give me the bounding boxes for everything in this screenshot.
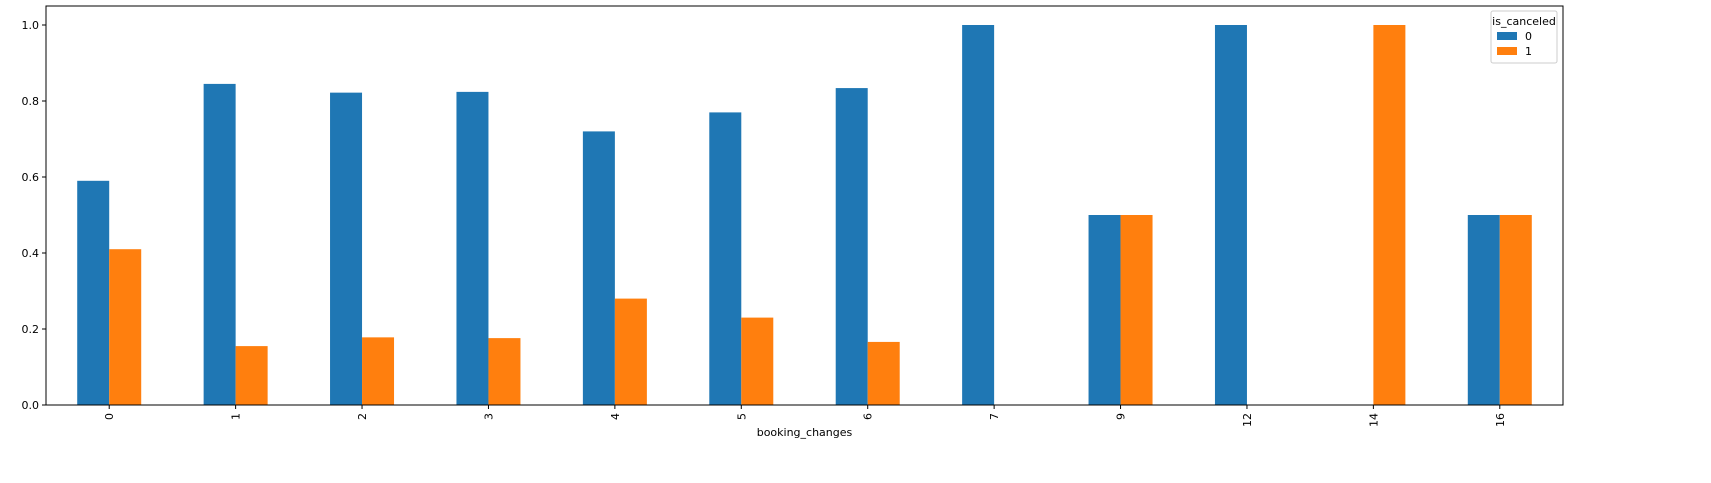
- bar-series-1-cat-16: [1499, 215, 1532, 405]
- x-tick-label: 6: [862, 413, 875, 420]
- bar-series-0-cat-3: [456, 91, 489, 405]
- bars-group: [77, 25, 1532, 406]
- bar-series-0-cat-0: [77, 180, 110, 405]
- bar-series-1-cat-4: [614, 298, 647, 405]
- bar-series-0-cat-12: [1214, 25, 1247, 405]
- bar-series-1-cat-9: [1120, 215, 1153, 405]
- bar-series-0-cat-7: [962, 25, 995, 405]
- bar-series-0-cat-4: [582, 131, 615, 405]
- x-tick-label: 7: [988, 413, 1001, 420]
- x-tick-label: 5: [735, 413, 748, 420]
- y-tick-label: 0.8: [22, 95, 40, 108]
- legend-label-1: 1: [1525, 45, 1532, 58]
- x-tick-label: 0: [103, 413, 116, 420]
- y-axis: 0.0 0.2 0.4 0.6 0.8 1.0: [22, 19, 46, 412]
- bar-series-0-cat-2: [330, 92, 363, 405]
- x-tick-label: 3: [482, 413, 495, 420]
- legend-swatch-1: [1497, 47, 1517, 55]
- x-tick-label: 1: [230, 413, 243, 420]
- bar-series-0-cat-6: [835, 88, 868, 405]
- bar-series-1-cat-1: [235, 346, 268, 405]
- x-tick-label: 14: [1367, 413, 1380, 427]
- x-tick-label: 16: [1494, 413, 1507, 427]
- bar-series-0-cat-5: [709, 112, 742, 406]
- legend-items: 01: [1497, 30, 1532, 58]
- bar-series-1-cat-3: [488, 338, 521, 405]
- bar-series-0-cat-9: [1088, 215, 1121, 405]
- legend-label-0: 0: [1525, 30, 1532, 43]
- y-tick-label: 0.2: [22, 323, 40, 336]
- bar-series-0-cat-1: [203, 83, 236, 406]
- x-tick-label: 4: [609, 413, 622, 420]
- legend-title: is_canceled: [1492, 15, 1556, 28]
- bar-series-1-cat-5: [741, 317, 774, 405]
- x-axis: 0 1 2 3 4 5 6 7 9 12 14 16: [103, 405, 1507, 427]
- plot-frame: [45, 5, 1564, 406]
- y-tick-label: 1.0: [22, 19, 40, 32]
- x-tick-label: 2: [356, 413, 369, 420]
- x-axis-label: booking_changes: [757, 426, 853, 439]
- y-tick-label: 0.4: [22, 247, 40, 260]
- bar-series-1-cat-14: [1373, 25, 1406, 405]
- y-tick-label: 0.6: [22, 171, 40, 184]
- x-tick-label: 9: [1115, 413, 1128, 420]
- bar-series-1-cat-2: [362, 337, 395, 405]
- x-tick-label: 12: [1241, 413, 1254, 427]
- legend: is_canceled 01: [1490, 10, 1558, 64]
- legend-swatch-0: [1497, 32, 1517, 40]
- bar-series-1-cat-0: [109, 249, 142, 405]
- bar-series-0-cat-16: [1467, 215, 1500, 405]
- y-tick-label: 0.0: [22, 399, 40, 412]
- bar-series-1-cat-6: [867, 341, 900, 405]
